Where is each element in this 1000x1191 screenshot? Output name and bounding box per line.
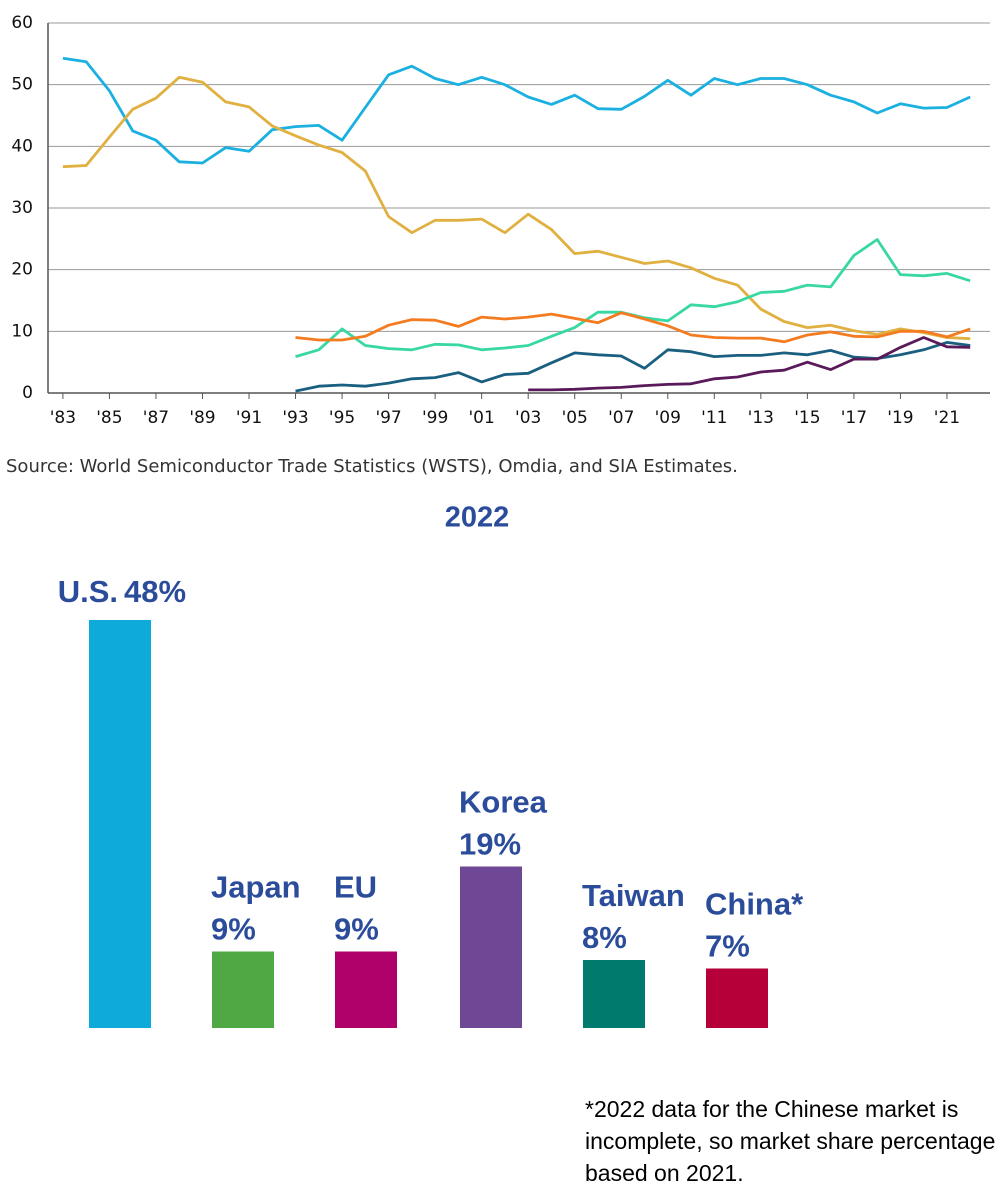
y-tick-label: 40 (11, 136, 33, 156)
x-tick-label: '89 (189, 408, 215, 428)
bar (706, 968, 768, 1028)
x-tick-label: '07 (608, 408, 634, 428)
x-tick-label: '13 (748, 408, 774, 428)
category-label: China* (705, 887, 804, 922)
value-label: 9% (211, 912, 256, 947)
footnote: *2022 data for the Chinese market is inc… (585, 1096, 996, 1186)
y-tick-label: 30 (11, 198, 33, 218)
series-line (62, 56, 971, 165)
category-label: U.S. (58, 574, 118, 609)
y-tick-label: 50 (11, 75, 33, 95)
y-tick-label: 0 (22, 383, 33, 403)
y-tick-label: 60 (11, 13, 33, 33)
x-tick-label: '19 (887, 408, 913, 428)
category-label: Korea (459, 785, 548, 820)
bar (335, 951, 397, 1028)
value-label: 19% (459, 827, 521, 862)
value-label: 9% (334, 912, 379, 947)
category-label: EU (334, 870, 377, 905)
bar (89, 620, 151, 1028)
x-tick-label: '93 (282, 408, 308, 428)
x-tick-label: '15 (794, 408, 820, 428)
source: Source: World Semiconductor Trade Statis… (6, 456, 738, 477)
x-tick-label: '05 (562, 408, 588, 428)
x-tick-label: '21 (934, 408, 960, 428)
series-line (295, 311, 971, 344)
bar (583, 960, 645, 1028)
series-line (295, 341, 971, 393)
bar (460, 866, 522, 1028)
series-line (295, 238, 971, 358)
series-line (528, 336, 971, 392)
x-tick-label: '03 (515, 408, 541, 428)
value-label: 48% (124, 574, 186, 609)
x-tick-label: '83 (50, 408, 76, 428)
bar (212, 951, 274, 1028)
x-tick-label: '97 (375, 408, 401, 428)
x-tick-label: '99 (422, 408, 448, 428)
x-tick-label: '95 (329, 408, 355, 428)
chart-title: 2022 (445, 502, 510, 534)
series-line (62, 75, 971, 341)
x-tick-label: '01 (469, 408, 495, 428)
y-tick-label: 10 (11, 321, 33, 341)
x-tick-label: '09 (655, 408, 681, 428)
x-tick-label: '91 (236, 408, 262, 428)
x-tick-label: '87 (143, 408, 169, 428)
value-label: 8% (582, 920, 627, 955)
x-tick-label: '11 (701, 408, 727, 428)
x-tick-label: '85 (96, 408, 122, 428)
y-tick-label: 20 (11, 260, 33, 280)
x-tick-label: '17 (841, 408, 867, 428)
category-label: Taiwan (582, 878, 685, 913)
category-label: Japan (211, 870, 301, 905)
value-label: 7% (705, 929, 750, 964)
